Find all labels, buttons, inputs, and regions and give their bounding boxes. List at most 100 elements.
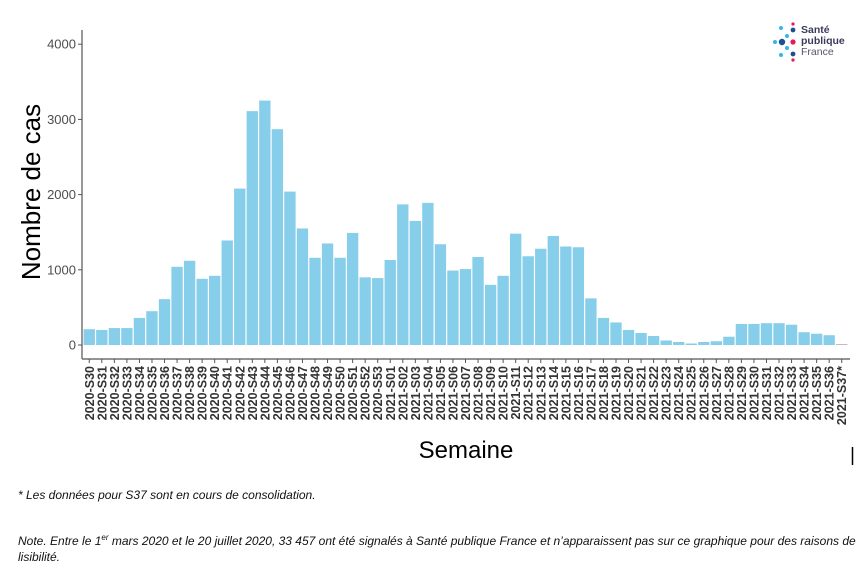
bar-2020-S42 — [234, 188, 246, 345]
x-tick-label: 2020-S30 — [83, 366, 97, 420]
x-tick-label: 2021-S26 — [697, 366, 711, 420]
x-tick-label: 2021-S02 — [396, 366, 410, 420]
bar-2020-S35 — [146, 311, 158, 345]
bar-2021-S16 — [572, 247, 585, 345]
bar-2021-S19 — [610, 322, 622, 345]
x-ticks-group: 2020-S302020-S312020-S322020-S332020-S34… — [83, 359, 849, 425]
bar-2021-S24 — [673, 341, 685, 345]
x-tick-label: 2021-S17 — [584, 366, 598, 420]
bar-2020-S31 — [96, 329, 108, 345]
x-tick-label: 2020-S46 — [283, 366, 297, 420]
x-tick-label: 2021-S28 — [722, 366, 736, 420]
bar-2021-S32 — [773, 323, 785, 345]
bar-2021-S07 — [459, 269, 472, 345]
x-tick-label: 2020-S48 — [309, 366, 323, 420]
bar-2021-S11 — [509, 233, 522, 345]
bar-2021-S34 — [798, 332, 810, 345]
sante-publique-france-logo: Santé publique France — [771, 21, 851, 63]
bar-2020-S33 — [121, 328, 133, 345]
bar-2021-S14 — [547, 235, 559, 345]
x-tick-label: 2020-S31 — [95, 366, 109, 420]
logo-line2: publique — [801, 35, 845, 47]
bar-2020-S39 — [196, 278, 208, 345]
x-tick-label: 2020-S32 — [108, 366, 122, 420]
x-tick-label: 2020-S42 — [233, 366, 247, 420]
bar-2020-S53 — [372, 278, 384, 345]
x-tick-label: 2021-S14 — [547, 366, 561, 420]
x-tick-label: 2020-S33 — [120, 366, 134, 420]
x-tick-label: 2021-S10 — [497, 366, 511, 420]
footnote-note: Note. Entre le 1er mars 2020 et le 20 ju… — [18, 530, 858, 565]
x-tick-label: 2021-S30 — [747, 366, 761, 420]
bar-2021-S36 — [823, 335, 835, 345]
bar-2020-S48 — [309, 257, 321, 345]
footnote-consolidation: * Les données pour S37 sont en cours de … — [18, 488, 316, 502]
x-tick-label: 2021-S31 — [760, 366, 774, 420]
x-tick-label: 2021-S05 — [434, 366, 448, 420]
bar-2020-S47 — [296, 228, 309, 345]
logo-line3: France — [801, 46, 834, 58]
x-tick-label: 2021-S36 — [823, 366, 837, 420]
x-tick-label: 2021-S23 — [660, 366, 674, 420]
bar-2020-S38 — [183, 260, 196, 345]
x-tick-label: 2020-S34 — [133, 366, 147, 420]
x-tick-label: 2021-S11 — [509, 366, 523, 420]
bar-2021-S15 — [560, 246, 572, 345]
y-ticks-group: 0 1000 2000 3000 4000 — [47, 37, 82, 353]
x-tick-label: 2021-S04 — [421, 366, 435, 420]
bar-2021-S26 — [698, 341, 710, 345]
bar-2021-S09 — [484, 284, 497, 345]
bar-2020-S36 — [158, 299, 171, 345]
bar-2020-S52 — [359, 277, 371, 345]
x-tick-label: 2020-S44 — [258, 366, 272, 420]
x-tick-label: 2021-S15 — [559, 366, 573, 420]
bar-2021-S01 — [384, 260, 396, 345]
bar-2020-S45 — [271, 129, 284, 345]
x-tick-label: 2020-S41 — [221, 366, 235, 420]
bar-2021-S31 — [760, 323, 773, 345]
x-tick-label: 2021-S03 — [409, 366, 423, 420]
bar-2021-S02 — [397, 204, 409, 345]
y-tick-label: 0 — [69, 338, 76, 353]
x-tick-label: 2021-S21 — [635, 366, 649, 420]
bar-2021-S03 — [409, 220, 422, 345]
note-text-start: Note. Entre le 1 — [18, 534, 102, 548]
bar-2021-S37* — [836, 344, 848, 345]
x-tick-label: 2021-S34 — [798, 366, 812, 420]
bar-2021-S06 — [447, 270, 459, 345]
x-tick-label: 2020-S36 — [158, 366, 172, 420]
x-axis-title: Semaine — [419, 437, 514, 464]
logo-dots-icon — [773, 22, 796, 62]
bar-2021-S25 — [685, 343, 697, 345]
x-tick-label: 2021-S35 — [810, 366, 824, 420]
bar-2020-S51 — [346, 232, 359, 345]
note-superscript: er — [101, 533, 109, 542]
bar-2020-S43 — [246, 111, 258, 345]
bar-2020-S40 — [209, 275, 221, 345]
y-tick-label: 4000 — [47, 37, 76, 52]
y-tick-label: 2000 — [47, 187, 76, 202]
bar-2021-S17 — [585, 298, 597, 345]
bar-2021-S04 — [422, 202, 434, 345]
bar-2020-S46 — [284, 191, 296, 345]
bar-2020-S44 — [259, 100, 271, 345]
bar-2021-S28 — [723, 336, 735, 345]
x-tick-label: 2021-S29 — [735, 366, 749, 420]
bar-2021-S23 — [660, 340, 672, 345]
bar-2020-S37 — [171, 266, 183, 345]
x-tick-label: 2020-S37 — [171, 366, 185, 420]
bar-2021-S20 — [622, 329, 635, 345]
bars-group — [83, 100, 848, 345]
bar-2021-S29 — [735, 323, 748, 345]
y-tick-label: 1000 — [47, 262, 76, 277]
logo-line1: Santé — [801, 24, 830, 36]
bar-2021-S08 — [472, 257, 484, 345]
x-tick-label: 2021-S24 — [672, 366, 686, 420]
x-tick-label: 2020-S50 — [334, 366, 348, 420]
x-tick-label: 2021-S22 — [647, 366, 661, 420]
y-tick-label: 3000 — [47, 112, 76, 127]
bar-2021-S12 — [522, 256, 534, 345]
x-tick-label: 2021-S25 — [685, 366, 699, 420]
bar-2020-S50 — [334, 257, 346, 345]
